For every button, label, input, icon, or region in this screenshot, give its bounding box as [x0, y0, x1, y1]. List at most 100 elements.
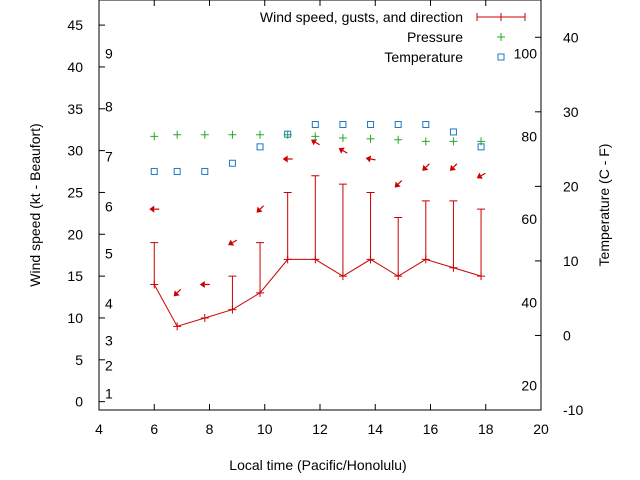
wind-speed-line [153, 258, 482, 327]
axis-ticks [98, 0, 542, 411]
wind-arrow-head [338, 147, 345, 154]
x-tick-label: 20 [533, 421, 549, 437]
temperature-point [311, 120, 319, 128]
wind-direction-arrow [149, 205, 160, 213]
beaufort-label: 6 [105, 199, 113, 215]
wind-direction-arrow [256, 205, 265, 213]
y-tick-label: 0 [75, 394, 83, 410]
wind-arrow-head [310, 139, 318, 146]
pressure-point [150, 132, 159, 141]
legend-wind-symbol [476, 13, 526, 21]
y-tick-label: 25 [67, 184, 83, 200]
wind-direction-arrow [338, 147, 348, 154]
y-tick-label: 30 [67, 143, 83, 159]
y-right-tick-label: 40 [563, 29, 579, 45]
wind-arrow-head [173, 290, 180, 297]
beaufort-label: 7 [105, 148, 113, 164]
legend: Wind speed, gusts, and direction Pressur… [260, 9, 526, 65]
pressure-point [228, 130, 237, 139]
temperature-point [449, 128, 457, 136]
beaufort-labels: 1 2 3 4 5 6 7 8 9 [105, 46, 113, 402]
wind-arrow-shaft [176, 288, 182, 294]
wind-gust-bar [421, 200, 430, 260]
pressure-point [394, 135, 403, 144]
beaufort-label: 1 [105, 385, 113, 401]
wind-gust-bar [449, 200, 458, 268]
wind-gust-bar [394, 217, 403, 277]
wind-gust-bar [150, 242, 159, 285]
wind-arrow-head [422, 164, 429, 171]
fahrenheit-label: 60 [521, 211, 537, 227]
pressure-point [449, 137, 458, 146]
x-tick-label: 12 [312, 421, 328, 437]
temperature-point [422, 120, 430, 128]
temperature-point [256, 143, 264, 151]
legend-pressure-mark [497, 33, 505, 41]
legend-temperature-label: Temperature [384, 49, 463, 65]
beaufort-label: 3 [105, 333, 113, 349]
wind-arrow-shaft [315, 141, 320, 146]
x-tick-label: 18 [478, 421, 494, 437]
wind-arrow-shaft [232, 239, 238, 244]
fahrenheit-label: 80 [521, 128, 537, 144]
beaufort-label: 4 [105, 296, 113, 312]
pressure-point [173, 130, 182, 139]
wind-gust-bar [477, 208, 486, 277]
y-tick-label: 5 [75, 352, 83, 368]
wind-arrow-head [476, 172, 483, 179]
wind-arrow-head [256, 206, 263, 213]
wind-gust-bar [366, 191, 375, 260]
wind-gust-bar [338, 183, 347, 277]
y-tick-label: 10 [67, 310, 83, 326]
legend-temperature-symbol [497, 53, 505, 61]
x-tick-labels: 4 6 8 10 12 14 16 18 20 [95, 421, 549, 437]
plot-frame [98, 0, 542, 411]
pressure-point [366, 134, 375, 143]
wind-arrow-head [394, 181, 401, 188]
y-tick-label: 20 [67, 226, 83, 242]
y-axis-label-right: Temperature (C - F) [596, 144, 612, 267]
y-right-tick-label: 0 [563, 327, 571, 343]
pressure-point [311, 132, 320, 141]
wind-arrow-shaft [342, 150, 348, 154]
temperature-point [339, 120, 347, 128]
temperature-point [477, 143, 485, 151]
y-tick-label: 40 [67, 59, 83, 75]
wind-direction-arrow [365, 155, 376, 163]
x-tick-label: 6 [150, 421, 158, 437]
wind-arrow-head [282, 155, 288, 163]
x-tick-label: 8 [206, 421, 214, 437]
fahrenheit-label: 100 [514, 46, 538, 62]
wind-direction-arrow [449, 163, 458, 171]
pressure-point [200, 130, 209, 139]
y-right-tick-label: 10 [563, 253, 579, 269]
wind-gust-bar [228, 275, 237, 310]
wind-arrow-shaft [397, 180, 403, 185]
wind-direction-arrow [310, 139, 320, 146]
x-tick-label: 16 [423, 421, 439, 437]
wind-direction-arrow [199, 280, 210, 288]
right-fahrenheit-labels: 20 40 60 80 100 [514, 46, 538, 394]
y-axis-label-left: Wind speed (kt - Beaufort) [27, 123, 43, 286]
temperature-point [284, 130, 292, 138]
wind-arrow-head [149, 205, 155, 213]
y-tick-label: 15 [67, 268, 83, 284]
beaufort-label: 8 [105, 98, 113, 114]
y-tick-labels: 0 5 10 15 20 25 30 35 40 45 [67, 17, 83, 410]
y-right-tick-label: 30 [563, 104, 579, 120]
wind-arrow-head [199, 280, 205, 288]
legend-wind-mark [476, 13, 526, 21]
beaufort-label: 2 [105, 358, 113, 374]
wind-speed-point [200, 313, 209, 322]
pressure-point [256, 130, 265, 139]
wind-gust-bar [256, 242, 265, 293]
fahrenheit-label: 20 [521, 377, 537, 393]
legend-pressure-label: Pressure [407, 29, 463, 45]
wind-direction-arrow [394, 180, 403, 188]
y-tick-label: 35 [67, 101, 83, 117]
temperature-point [201, 167, 209, 175]
temperature-point [367, 120, 375, 128]
x-tick-label: 10 [257, 421, 273, 437]
y-right-tick-label: -10 [563, 402, 583, 418]
